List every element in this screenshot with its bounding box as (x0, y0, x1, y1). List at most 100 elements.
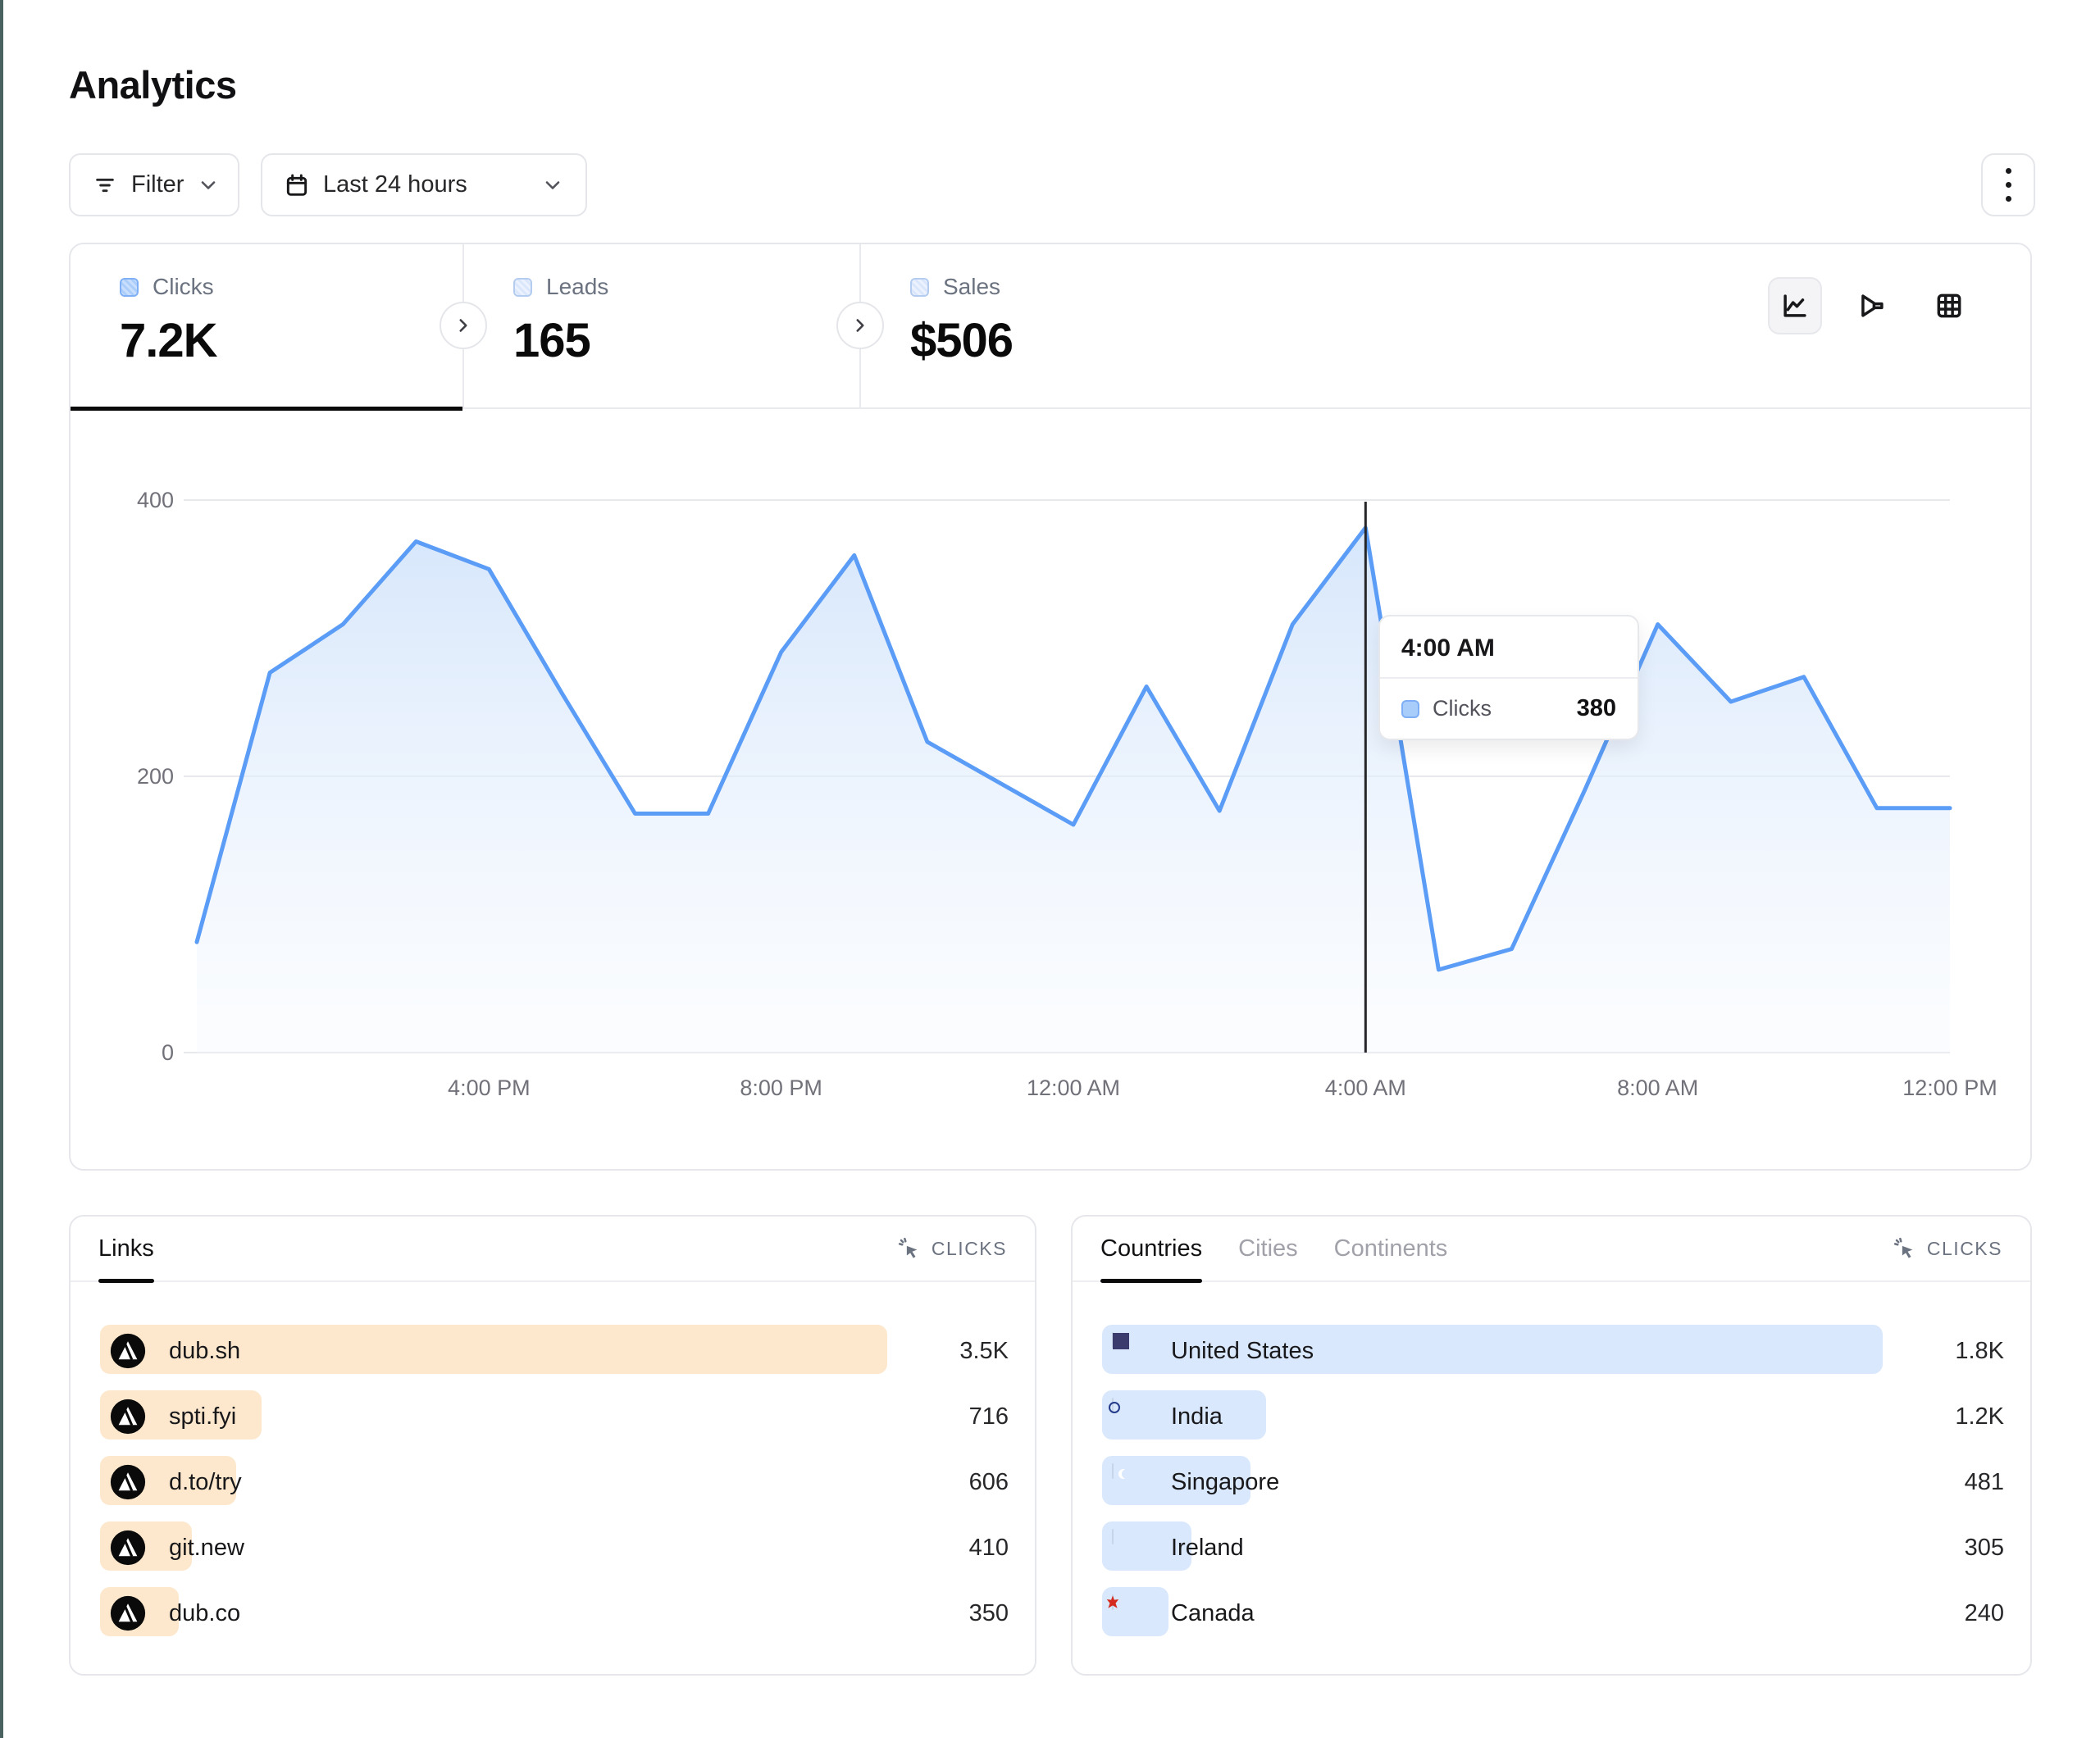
expand-leads-button[interactable] (440, 302, 487, 349)
tooltip-series-value: 380 (1576, 695, 1616, 721)
ie-flag-icon (1112, 1529, 1148, 1566)
us-flag-icon (1112, 1332, 1148, 1369)
links-panel-header: Links CLICKS (71, 1216, 1035, 1283)
country-clicks-value: 481 (1964, 1468, 2004, 1495)
sales-label: Sales (943, 274, 1001, 299)
table-view-button[interactable] (1922, 277, 1976, 334)
link-label: d.to/try (169, 1468, 242, 1495)
country-clicks-value: 1.2K (1955, 1403, 2004, 1430)
link-row[interactable]: dub.sh 3.5K (71, 1318, 1035, 1384)
country-bar (1102, 1390, 1266, 1440)
links-metric-label: CLICKS (931, 1237, 1007, 1259)
kebab-icon (2005, 168, 2011, 202)
country-row[interactable]: Singapore 481 (1073, 1449, 2030, 1515)
chevron-right-icon (459, 319, 467, 332)
calendar-icon (286, 174, 307, 196)
links-metric-selector[interactable]: CLICKS (897, 1236, 1007, 1261)
funnel-view-button[interactable] (1845, 277, 1899, 334)
leads-value: 165 (513, 314, 591, 367)
stat-tab-sales[interactable]: Sales $506 (861, 244, 1271, 409)
country-row[interactable]: United States 1.8K (1073, 1318, 2030, 1384)
clicks-legend-square-icon (120, 277, 139, 297)
link-clicks-value: 350 (968, 1599, 1009, 1626)
tab-continents[interactable]: Continents (1333, 1235, 1448, 1262)
country-row[interactable]: India 1.2K (1073, 1384, 2030, 1449)
page-left-accent (0, 0, 3, 1738)
sg-flag-icon (1112, 1463, 1148, 1500)
expand-sales-button[interactable] (836, 302, 884, 349)
tab-countries[interactable]: Countries (1100, 1216, 1203, 1283)
sales-legend-square-icon (910, 277, 929, 297)
more-options-button[interactable] (1981, 153, 2035, 216)
tab-links[interactable]: Links (98, 1216, 154, 1283)
filter-button-label: Filter (131, 171, 184, 198)
analytics-card: Clicks 7.2K Leads 165 Sales $506 (69, 243, 2032, 1171)
stats-row: Clicks 7.2K Leads 165 Sales $506 (71, 244, 2030, 411)
dub-logo-icon (110, 1464, 146, 1500)
sales-value: $506 (910, 314, 1014, 367)
clicks-value: 7.2K (120, 314, 218, 367)
country-label: United States (1171, 1337, 1314, 1364)
links-panel: Links CLICKS dub.sh 3.5K spti.fyi 716 d.to/t… (69, 1215, 1036, 1676)
country-label: Canada (1171, 1599, 1255, 1626)
link-row[interactable]: spti.fyi 716 (71, 1384, 1035, 1449)
active-tab-underline (71, 407, 462, 411)
country-clicks-value: 240 (1964, 1599, 2004, 1626)
filter-button[interactable]: Filter (69, 153, 239, 216)
cursor-click-icon (1893, 1237, 1913, 1258)
link-clicks-value: 3.5K (959, 1337, 1009, 1364)
link-clicks-value: 410 (968, 1534, 1009, 1561)
in-flag-icon (1112, 1398, 1148, 1435)
countries-list: United States 1.8K India 1.2K Singapore 481 Ir… (1073, 1318, 2030, 1646)
tooltip-time: 4:00 AM (1380, 616, 1638, 679)
chart-tooltip: 4:00 AM Clicks 380 (1378, 615, 1639, 740)
dub-logo-icon (110, 1333, 146, 1369)
country-label: Ireland (1171, 1534, 1244, 1561)
page-title: Analytics (69, 63, 237, 107)
dub-logo-icon (110, 1399, 146, 1435)
table-grid-icon (1937, 293, 1961, 318)
link-clicks-value: 716 (968, 1403, 1009, 1430)
link-row[interactable]: dub.co 350 (71, 1581, 1035, 1646)
country-bar (1102, 1521, 1192, 1571)
funnel-icon (1861, 294, 1884, 317)
country-row[interactable]: Canada 240 (1073, 1581, 2030, 1646)
clicks-label: Clicks (153, 274, 214, 299)
stat-tab-leads[interactable]: Leads 165 (464, 244, 859, 409)
link-label: dub.sh (169, 1337, 241, 1364)
country-label: Singapore (1171, 1468, 1280, 1495)
filter-icon (96, 178, 114, 192)
chevron-right-icon (856, 319, 864, 332)
chevron-down-icon (202, 180, 216, 189)
countries-panel-header: Countries Cities Continents CLICKS (1073, 1216, 2030, 1283)
links-list: dub.sh 3.5K spti.fyi 716 d.to/try 606 git.new 4… (71, 1318, 1035, 1646)
chart-view-switcher (1768, 277, 1976, 334)
dub-logo-icon (110, 1595, 146, 1631)
leads-label: Leads (546, 274, 609, 299)
country-label: India (1171, 1403, 1223, 1430)
leads-legend-square-icon (513, 277, 532, 297)
tooltip-clicks-square-icon (1401, 699, 1419, 718)
tab-cities[interactable]: Cities (1238, 1235, 1298, 1262)
line-chart-view-button[interactable] (1768, 277, 1822, 334)
country-row[interactable]: Ireland 305 (1073, 1515, 2030, 1581)
link-row[interactable]: d.to/try 606 (71, 1449, 1035, 1515)
countries-panel: Countries Cities Continents CLICKS Unite… (1071, 1215, 2032, 1676)
stat-tab-clicks[interactable]: Clicks 7.2K (71, 244, 462, 411)
ca-flag-icon (1112, 1594, 1148, 1631)
country-clicks-value: 1.8K (1955, 1337, 2004, 1364)
link-bar (100, 1325, 887, 1374)
date-range-label: Last 24 hours (323, 171, 467, 198)
link-row[interactable]: git.new 410 (71, 1515, 1035, 1581)
chevron-down-icon (545, 180, 560, 189)
date-range-button[interactable]: Last 24 hours (261, 153, 587, 216)
country-clicks-value: 305 (1964, 1534, 2004, 1561)
countries-metric-selector[interactable]: CLICKS (1893, 1236, 2002, 1261)
dub-logo-icon (110, 1530, 146, 1566)
link-label: dub.co (169, 1599, 241, 1626)
cursor-click-icon (898, 1237, 918, 1258)
link-clicks-value: 606 (968, 1468, 1009, 1495)
country-bar (1102, 1456, 1250, 1505)
country-bar (1102, 1325, 1883, 1374)
countries-metric-label: CLICKS (1926, 1237, 2002, 1259)
